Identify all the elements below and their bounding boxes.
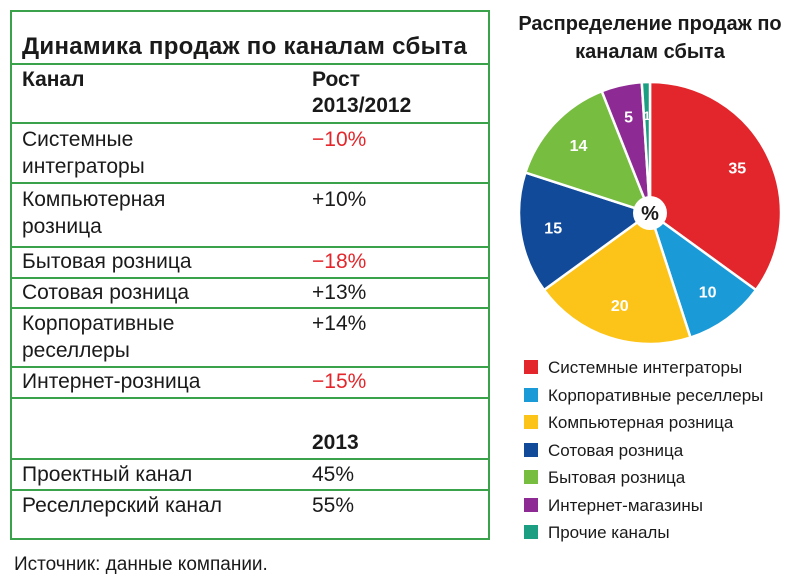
- row-label: Проектный канал: [22, 463, 193, 486]
- table-border-top: [10, 10, 490, 12]
- pie-slice: [517, 170, 653, 292]
- table-divider: [10, 182, 490, 184]
- row-label-line1: Системные: [22, 128, 134, 151]
- pie-slice: [640, 80, 652, 214]
- header-channel: Канал: [22, 68, 85, 91]
- year-header: 2013: [312, 431, 359, 454]
- table-divider: [10, 63, 490, 65]
- header-growth-line1: Рост: [312, 68, 360, 91]
- pie-center-disc: [633, 196, 667, 230]
- pie-data-label: 1: [644, 109, 651, 123]
- legend-swatch: [524, 360, 538, 374]
- chart-title-text: Распределение продаж по каналам сбыта: [518, 13, 782, 63]
- table-divider: [10, 307, 490, 309]
- row-growth-value: +13%: [312, 281, 367, 304]
- table-divider: [10, 397, 490, 399]
- table-border-bottom: [10, 538, 490, 540]
- table-divider: [10, 489, 490, 491]
- legend-swatch: [524, 470, 538, 484]
- table-divider: [10, 122, 490, 124]
- table-divider: [10, 277, 490, 279]
- legend-swatch: [524, 415, 538, 429]
- row-growth-value: −18%: [312, 250, 367, 273]
- row-label: Реселлерский канал: [22, 494, 222, 517]
- pie-slice: [647, 209, 758, 340]
- source-note: Источник: данные компании.: [14, 554, 268, 575]
- row-share-value: 55%: [312, 494, 355, 517]
- sales-dynamics-table: [10, 10, 490, 540]
- pie-data-label: 15: [544, 220, 562, 237]
- pie-center-label: %: [641, 203, 659, 225]
- legend-label: Интернет-магазины: [548, 495, 703, 515]
- legend-label: Прочие каналы: [548, 523, 670, 542]
- header-growth-line2: 2013/2012: [312, 94, 412, 117]
- pie-chart: 35 10 20 15 14 5 1%: [517, 80, 783, 346]
- row-label: Сотовая розница: [22, 281, 190, 304]
- row-label-line1: Корпоративные: [22, 312, 175, 335]
- pie-data-label: 5: [624, 109, 633, 126]
- table-title: Динамика продаж по каналам сбыта: [22, 33, 468, 60]
- table-divider: [10, 366, 490, 368]
- legend-label: Компьютерная розница: [548, 413, 734, 432]
- table-divider: [10, 458, 490, 460]
- legend-swatch: [524, 525, 538, 539]
- row-growth-value: +14%: [312, 312, 367, 335]
- table-divider: [10, 246, 490, 248]
- row-label: Интернет-розница: [22, 370, 201, 393]
- row-growth-value: +10%: [312, 188, 367, 211]
- row-label: Бытовая розница: [22, 250, 192, 273]
- pie-data-label: 10: [699, 284, 717, 301]
- row-share-value: 45%: [312, 463, 355, 486]
- row-growth-value: −15%: [312, 370, 367, 393]
- legend-swatch: [524, 497, 538, 512]
- pie-slice: [542, 210, 693, 346]
- row-label-line1: Компьютерная: [22, 188, 166, 211]
- pie-slice: [648, 80, 783, 292]
- pie-data-label: 35: [728, 161, 746, 178]
- legend-swatch: [524, 387, 538, 402]
- pie-data-label: 14: [570, 138, 588, 155]
- row-growth-value: −10%: [312, 128, 367, 151]
- pie-slice: [523, 89, 653, 216]
- row-label-line2: интеграторы: [22, 155, 145, 178]
- row-label-line2: розница: [22, 215, 102, 238]
- legend-label: Корпоративные реселлеры: [548, 385, 764, 405]
- chart-title: Распределение продаж по каналам сбыта: [500, 10, 800, 66]
- legend-swatch: [524, 442, 538, 457]
- row-label-line2: реселлеры: [22, 339, 130, 362]
- legend-label: Бытовая розница: [548, 468, 686, 487]
- pie-data-label: 20: [611, 298, 629, 315]
- legend-label: Сотовая розница: [548, 440, 684, 460]
- legend-label: Системные интеграторы: [548, 358, 743, 377]
